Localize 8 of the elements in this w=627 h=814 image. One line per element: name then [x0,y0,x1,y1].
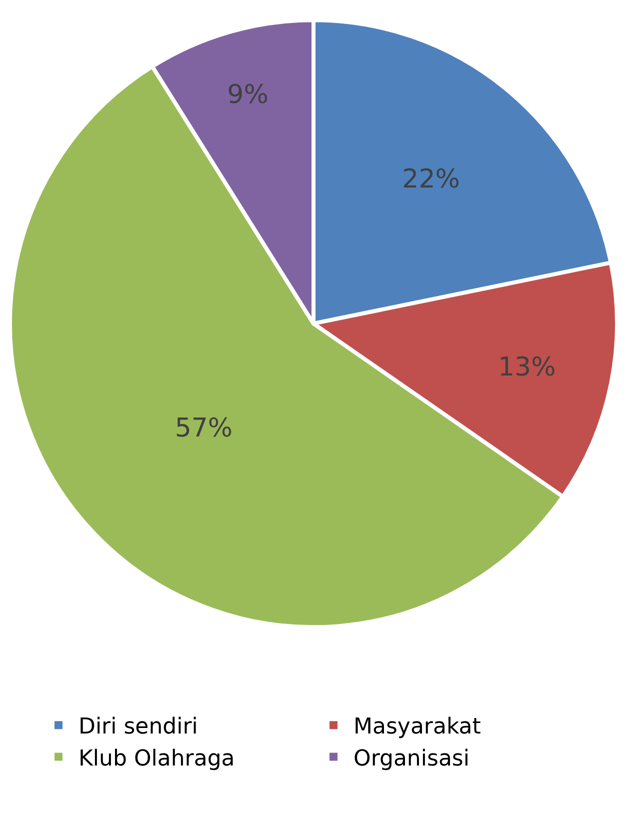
data-label: 57% [174,413,233,444]
legend-label: Diri sendiri [78,714,198,740]
legend-label: Masyarakat [354,714,482,740]
data-label: 9% [227,80,268,110]
data-label: 22% [402,164,460,195]
legend-label: Organisasi [354,746,470,772]
data-label: 13% [498,352,556,382]
legend-label: Klub Olahraga [78,746,235,772]
